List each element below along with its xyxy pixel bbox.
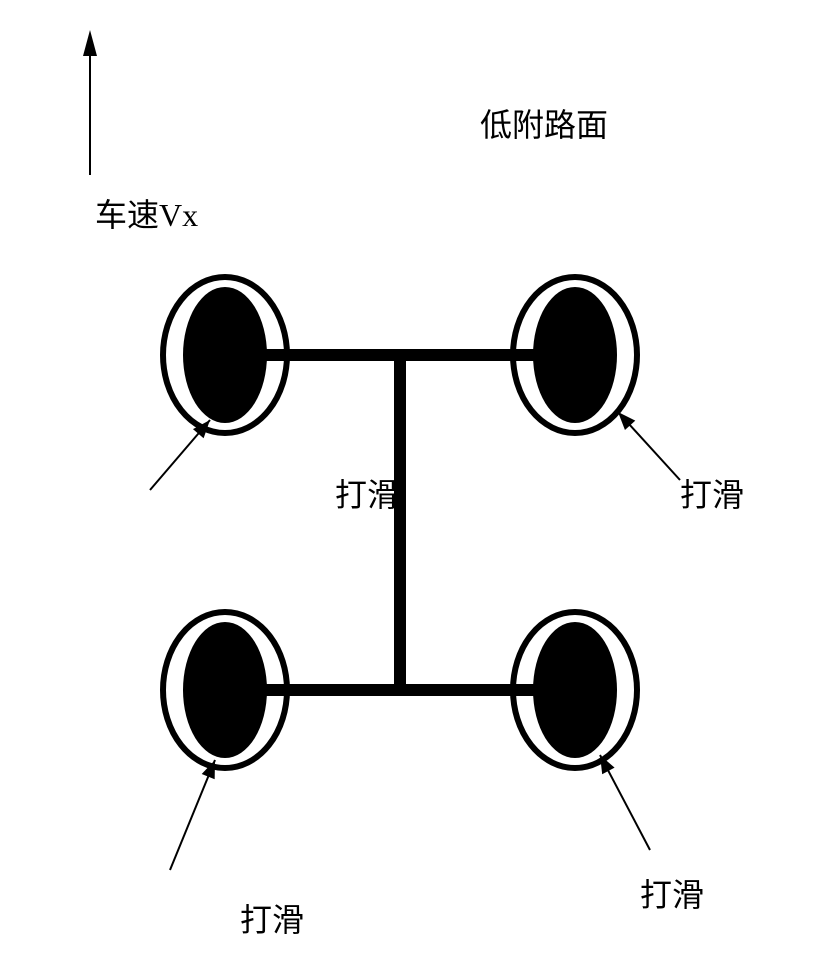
slip-label-rear-left: 打滑 xyxy=(240,895,304,941)
slip-label-front-right: 打滑 xyxy=(680,470,744,516)
slip-label-rear-right: 打滑 xyxy=(640,870,704,916)
speed-label: 车速Vx xyxy=(95,190,198,236)
slip-label-center: 打滑 xyxy=(335,470,399,516)
road-surface-label: 低附路面 xyxy=(480,100,608,146)
